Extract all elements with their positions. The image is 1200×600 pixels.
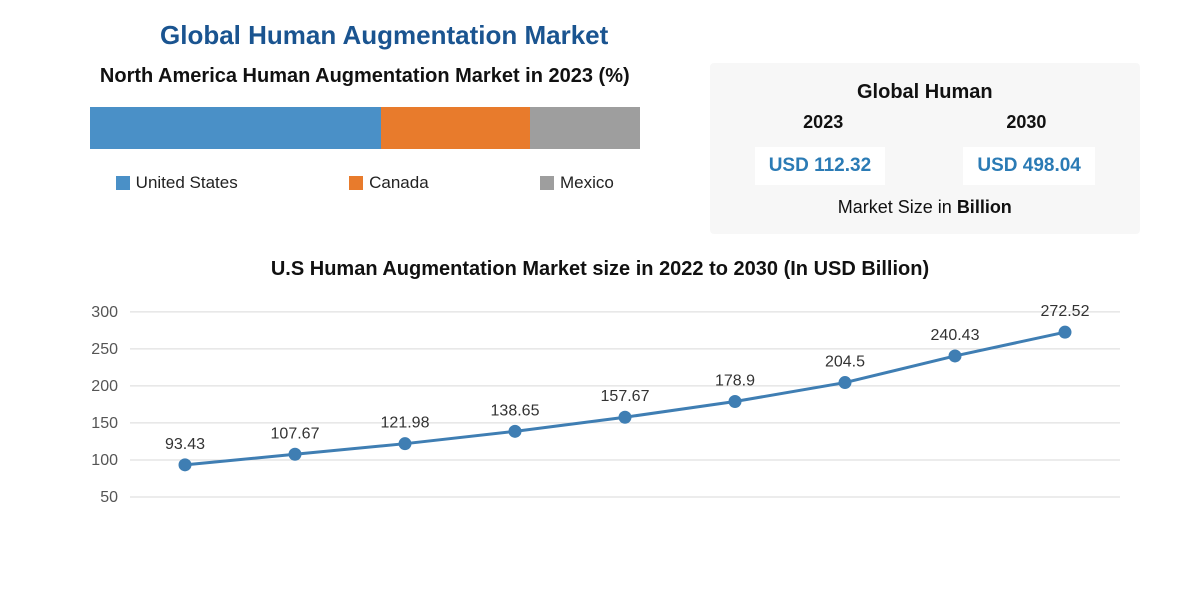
global-summary-values: USD 112.32 USD 498.04	[722, 147, 1128, 185]
na-stacked-bar	[90, 107, 640, 149]
na-chart-title: North America Human Augmentation Market …	[60, 63, 670, 89]
data-label: 107.67	[271, 425, 320, 442]
legend-label: Mexico	[560, 173, 614, 193]
data-label: 240.43	[931, 327, 980, 344]
data-marker	[729, 396, 741, 408]
data-marker	[619, 411, 631, 423]
value-right: USD 498.04	[963, 147, 1095, 185]
data-label: 138.65	[491, 402, 540, 419]
data-marker	[1059, 326, 1071, 338]
legend-item: United States	[116, 173, 238, 193]
legend-item: Canada	[349, 173, 429, 193]
footer-bold: Billion	[957, 197, 1012, 217]
top-row: North America Human Augmentation Market …	[60, 63, 1140, 234]
legend-label: United States	[136, 173, 238, 193]
y-tick-label: 300	[91, 304, 118, 321]
legend-label: Canada	[369, 173, 429, 193]
y-tick-label: 150	[91, 415, 118, 432]
data-label: 157.67	[601, 388, 650, 405]
legend-swatch-icon	[540, 176, 554, 190]
data-marker	[839, 377, 851, 389]
y-tick-label: 200	[91, 378, 118, 395]
na-legend: United States Canada Mexico	[60, 173, 670, 193]
data-marker	[399, 438, 411, 450]
y-tick-label: 250	[91, 341, 118, 358]
line-chart-section: U.S Human Augmentation Market size in 20…	[60, 258, 1140, 527]
data-marker	[509, 425, 521, 437]
data-label: 178.9	[715, 373, 755, 390]
y-tick-label: 50	[100, 489, 118, 506]
legend-item: Mexico	[540, 173, 614, 193]
global-summary-footer: Market Size in Billion	[722, 197, 1128, 218]
line-chart-svg: 50 100 150 200 250 300 93.43 107.67 121.98 138.65…	[60, 287, 1140, 517]
na-bar-segment	[381, 107, 529, 149]
legend-swatch-icon	[116, 176, 130, 190]
value-left: USD 112.32	[755, 147, 885, 185]
footer-prefix: Market Size in	[838, 197, 957, 217]
data-label: 121.98	[381, 415, 430, 432]
na-bar-segment	[530, 107, 640, 149]
global-summary-box: Global Human 2023 2030 USD 112.32 USD 49…	[710, 63, 1140, 234]
global-summary-title: Global Human	[722, 81, 1128, 104]
na-chart-panel: North America Human Augmentation Market …	[60, 63, 670, 234]
year-left: 2023	[803, 112, 843, 133]
legend-swatch-icon	[349, 176, 363, 190]
data-marker	[179, 459, 191, 471]
data-label: 93.43	[165, 436, 205, 453]
page-title: Global Human Augmentation Market	[160, 20, 1140, 51]
na-bar-segment	[90, 107, 381, 149]
data-label: 272.52	[1041, 303, 1090, 320]
y-tick-label: 100	[91, 452, 118, 469]
line-chart-wrap: 50 100 150 200 250 300 93.43 107.67 121.98 138.65…	[60, 287, 1140, 527]
global-summary-years: 2023 2030	[722, 112, 1128, 133]
data-marker	[949, 350, 961, 362]
year-right: 2030	[1006, 112, 1046, 133]
data-marker	[289, 448, 301, 460]
line-chart-title: U.S Human Augmentation Market size in 20…	[60, 258, 1140, 281]
data-label: 204.5	[825, 354, 865, 371]
